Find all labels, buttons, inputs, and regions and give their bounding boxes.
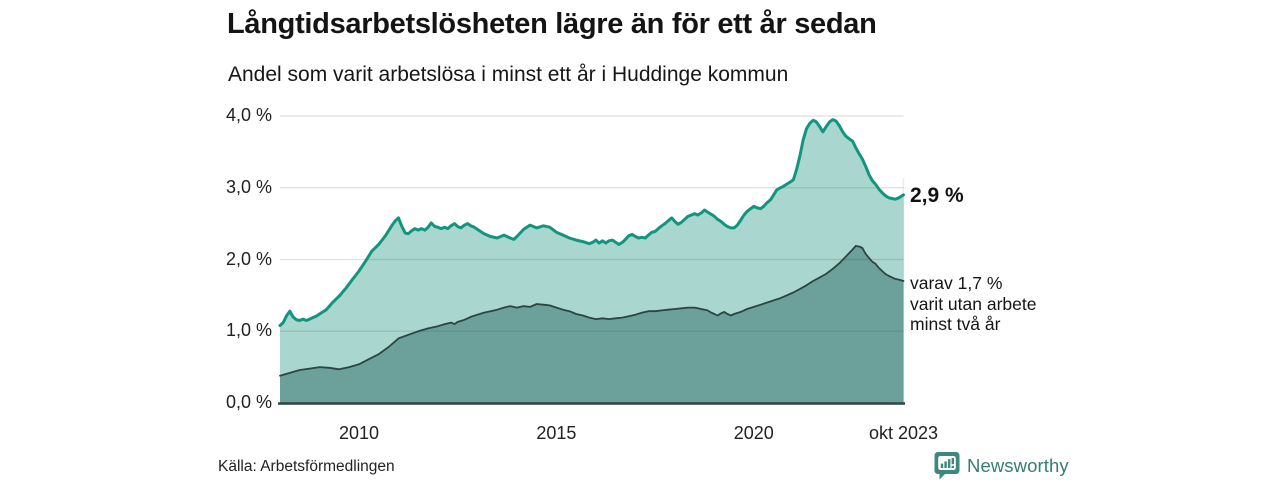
- sub-series-annotation: varav 1,7 % varit utan arbete minst två …: [910, 273, 1036, 335]
- x-tick-label: 2020: [733, 423, 774, 443]
- newsworthy-icon: [934, 452, 960, 480]
- x-tick-label: okt 2023: [868, 423, 939, 443]
- annotation-line-2: varit utan arbete: [910, 293, 1037, 314]
- y-tick-label: 3,0 %: [225, 176, 272, 197]
- newsworthy-logo[interactable]: Newsworthy: [934, 451, 1069, 480]
- series-line-total: [278, 118, 905, 327]
- page-title: Långtidsarbetslösheten lägre än för ett …: [227, 8, 877, 40]
- annotation-line-1: varav 1,7 %: [910, 273, 1003, 293]
- end-value-label: 2,9 %: [910, 184, 964, 207]
- source-credit: Källa: Arbetsförmedlingen: [218, 458, 395, 475]
- chart-subtitle: Andel som varit arbetslösa i minst ett å…: [228, 63, 789, 86]
- y-tick-label: 1,0 %: [225, 320, 272, 341]
- y-tick-label: 0,0 %: [225, 392, 272, 412]
- x-tick-label: 2015: [536, 423, 577, 443]
- annotation-line-3: minst två år: [910, 314, 1001, 334]
- series-line-two_years: [279, 245, 905, 377]
- y-tick-label: 4,0 %: [225, 105, 272, 125]
- y-tick-label: 2,0 %: [225, 248, 272, 269]
- series-fill-two_years: [280, 245, 904, 403]
- x-tick-label: 2010: [338, 423, 380, 443]
- newsworthy-wordmark: Newsworthy: [967, 454, 1069, 476]
